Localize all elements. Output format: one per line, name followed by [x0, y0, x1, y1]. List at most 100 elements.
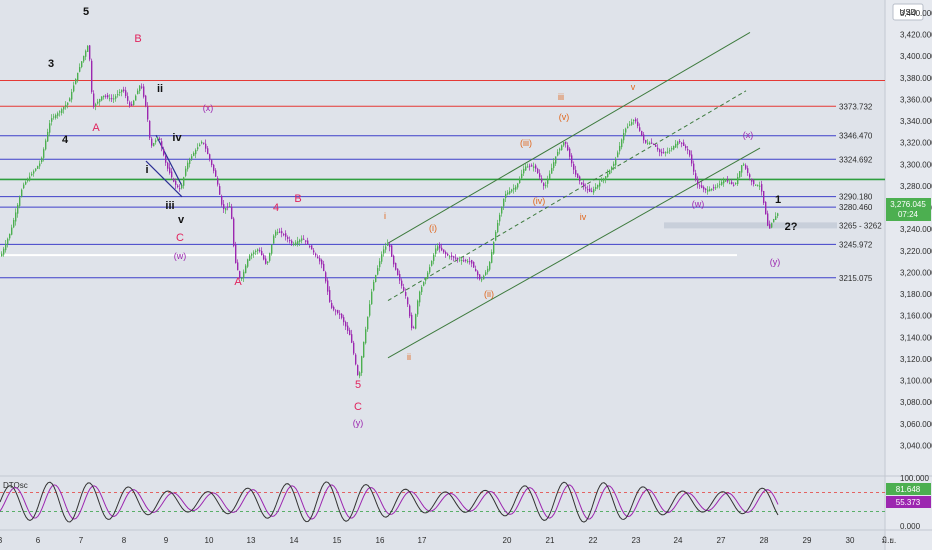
- y-tick-label: 3,320.000: [900, 139, 932, 148]
- candle-body: [719, 183, 721, 185]
- candle-body: [597, 184, 599, 188]
- candle-body: [311, 245, 313, 250]
- candle-body: [547, 179, 549, 184]
- y-tick-label: 3,040.000: [900, 441, 932, 450]
- candle-body: [35, 168, 37, 171]
- candle-body: [555, 156, 557, 164]
- candle-body: [95, 104, 97, 107]
- candle-body: [503, 198, 505, 207]
- x-tick-label: 29: [803, 536, 812, 545]
- candle-body: [133, 100, 135, 106]
- candle-body: [271, 244, 273, 254]
- currency-button[interactable]: [892, 3, 924, 21]
- candle-body: [181, 185, 183, 189]
- wedge-line-lower: [145, 160, 183, 198]
- candle-body: [189, 159, 191, 164]
- wave-label: 2?: [785, 221, 798, 233]
- candle-body: [631, 122, 633, 125]
- candle-body: [745, 165, 747, 169]
- candle-body: [509, 190, 511, 194]
- candle-body: [71, 91, 73, 100]
- candle-body: [337, 309, 339, 314]
- candle-body: [371, 291, 373, 305]
- candle-body: [197, 147, 199, 150]
- wave-label: B: [134, 33, 141, 45]
- candle-body: [765, 201, 767, 215]
- candle-body: [389, 244, 391, 248]
- candle-body: [375, 275, 377, 282]
- osc-slow-line: [0, 484, 779, 520]
- y-tick-label: 3,200.000: [900, 268, 932, 277]
- candle-body: [645, 140, 647, 143]
- candle-body: [309, 245, 311, 247]
- candle-body: [433, 254, 435, 261]
- candle-body: [623, 132, 625, 141]
- candle-body: [69, 98, 71, 102]
- wave-label: B: [294, 193, 301, 205]
- x-tick-label: 13: [247, 536, 256, 545]
- wave-label: A: [234, 276, 242, 288]
- y-tick-label: 3,140.000: [900, 333, 932, 342]
- candle-body: [313, 250, 315, 253]
- x-tick-label: 27: [717, 536, 726, 545]
- y-tick-label: 3,120.000: [900, 355, 932, 364]
- osc-fast-badge: [886, 483, 931, 495]
- candle-body: [499, 214, 501, 222]
- candle-body: [381, 254, 383, 262]
- candle-body: [577, 173, 579, 178]
- candle-body: [655, 145, 657, 147]
- wave-label: i: [384, 211, 386, 221]
- candle-body: [345, 321, 347, 327]
- candle-body: [573, 164, 575, 170]
- candle-body: [535, 165, 537, 169]
- osc-y-tick-label: 100.000: [900, 474, 929, 483]
- candle-body: [275, 231, 277, 236]
- candle-body: [299, 239, 301, 242]
- candle-body: [757, 185, 759, 187]
- candle-body: [147, 106, 149, 120]
- candle-body: [749, 174, 751, 178]
- wave-label: iii: [558, 92, 564, 102]
- candle-body: [485, 272, 487, 275]
- candle-body: [637, 121, 639, 127]
- candle-body: [307, 240, 309, 245]
- candle-body: [53, 116, 55, 118]
- candle-body: [325, 272, 327, 282]
- candle-body: [135, 95, 137, 101]
- osc-y-tick-label: 0.000: [900, 522, 921, 531]
- candle-body: [1, 253, 3, 257]
- y-tick-label: 3,080.000: [900, 398, 932, 407]
- level-label: 3324.692: [839, 155, 873, 164]
- y-tick-label: 3,380.000: [900, 74, 932, 83]
- channel-upper-line: [387, 32, 751, 244]
- support-zone: [664, 222, 837, 229]
- candle-body: [67, 102, 69, 105]
- candle-body: [221, 195, 223, 205]
- candle-body: [641, 130, 643, 136]
- candle-body: [633, 120, 635, 122]
- candle-body: [131, 104, 133, 106]
- candle-body: [237, 262, 239, 271]
- candle-body: [705, 188, 707, 191]
- y-tick-label: 3,280.000: [900, 182, 932, 191]
- wave-label: (y): [770, 257, 781, 267]
- candle-body: [85, 50, 87, 57]
- y-tick-label: 3,340.000: [900, 117, 932, 126]
- candle-body: [83, 55, 85, 62]
- wave-label: iii: [165, 200, 174, 212]
- candle-body: [469, 261, 471, 263]
- candle-body: [25, 181, 27, 185]
- candle-body: [183, 177, 185, 186]
- candle-body: [711, 188, 713, 191]
- wave-label: (x): [743, 130, 754, 140]
- candle-body: [425, 277, 427, 281]
- candle-body: [139, 85, 141, 92]
- currency-label[interactable]: USD: [900, 8, 917, 17]
- candle-body: [101, 96, 103, 101]
- candle-body: [33, 171, 35, 174]
- candle-body: [151, 138, 153, 146]
- wave-label: (y): [353, 418, 364, 428]
- candle-body: [617, 152, 619, 158]
- candle-body: [149, 120, 151, 138]
